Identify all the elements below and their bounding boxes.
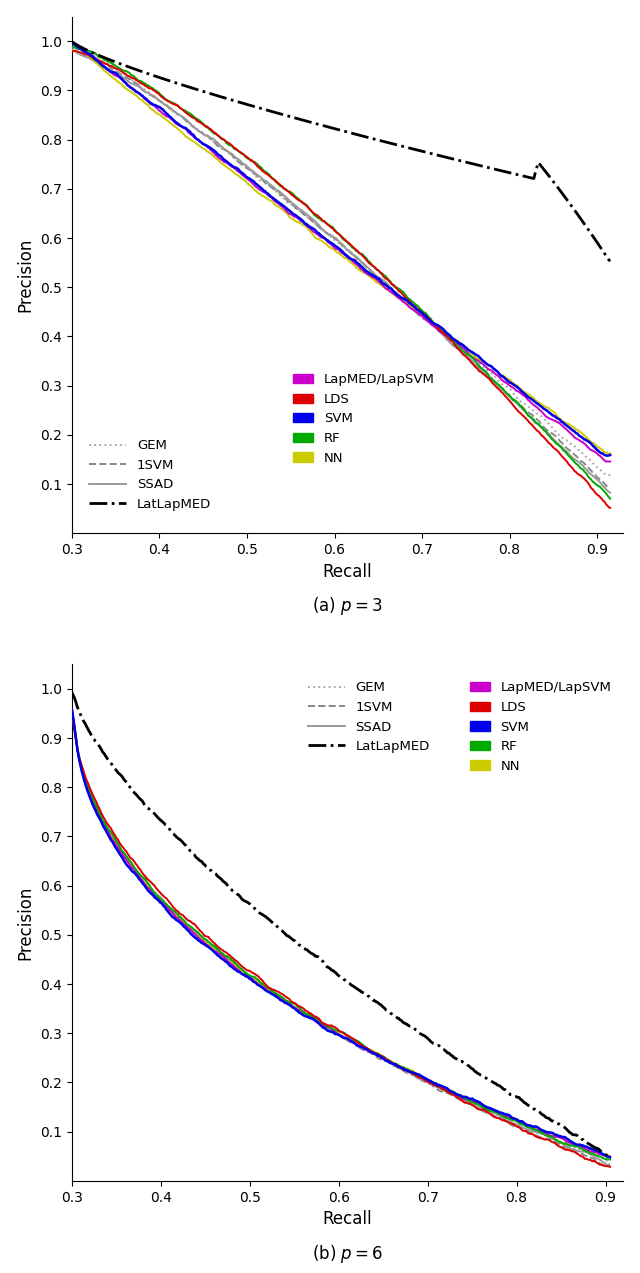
Text: (b) $p = 6$: (b) $p = 6$ [312,1242,383,1265]
Y-axis label: Precision: Precision [17,886,35,960]
Text: (a) $p = 3$: (a) $p = 3$ [312,596,383,617]
Legend: LapMED/LapSVM, LDS, SVM, RF, NN: LapMED/LapSVM, LDS, SVM, RF, NN [465,676,617,778]
X-axis label: Recall: Recall [323,1211,372,1228]
Y-axis label: Precision: Precision [17,238,35,312]
Legend: LapMED/LapSVM, LDS, SVM, RF, NN: LapMED/LapSVM, LDS, SVM, RF, NN [288,368,440,470]
X-axis label: Recall: Recall [323,563,372,580]
